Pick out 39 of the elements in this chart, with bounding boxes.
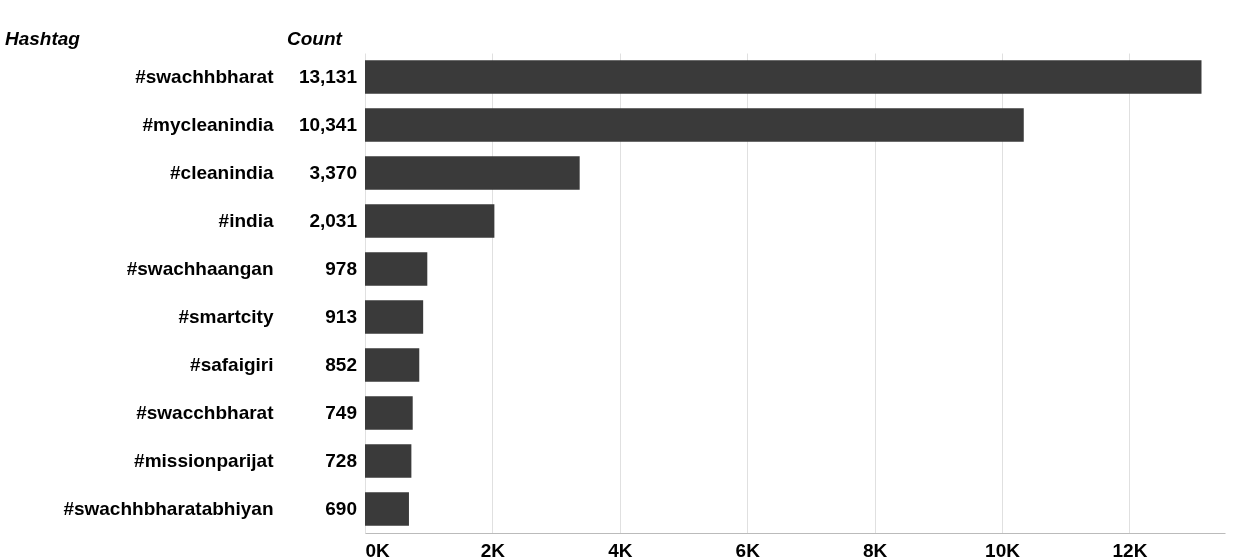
data-label: 749 bbox=[325, 402, 357, 423]
data-label: 13,131 bbox=[298, 66, 358, 87]
bar bbox=[365, 492, 409, 526]
data-label: 728 bbox=[325, 450, 357, 471]
bar bbox=[365, 396, 413, 430]
data-label: 2,031 bbox=[309, 210, 358, 231]
bar bbox=[365, 300, 424, 334]
x-tick-label: 8K bbox=[862, 539, 888, 557]
bar bbox=[365, 108, 1024, 142]
y-tick-label: #swachhbharatabhiyan bbox=[63, 498, 274, 519]
bar bbox=[365, 444, 412, 478]
bar bbox=[365, 252, 428, 286]
y-tick-label: #swacchbharat bbox=[136, 402, 275, 423]
y-tick-label: #smartcity bbox=[178, 306, 274, 327]
y-tick-label: #safaigiri bbox=[190, 354, 274, 375]
data-label: 690 bbox=[325, 498, 357, 519]
y-tick-label: #india bbox=[218, 210, 274, 231]
x-tick-label: 0K bbox=[365, 539, 391, 557]
x-tick-label: 2K bbox=[480, 539, 506, 557]
bar bbox=[365, 204, 495, 238]
text: Hashtag bbox=[5, 28, 81, 49]
y-tick-label: #mycleanindia bbox=[142, 114, 274, 135]
x-tick-label: 12K bbox=[1112, 539, 1148, 557]
x-tick-label: 4K bbox=[608, 539, 633, 557]
x-tick-label: 10K bbox=[985, 539, 1021, 557]
y-tick-label: #missionparijat bbox=[134, 450, 275, 471]
data-label: 3,370 bbox=[309, 162, 357, 183]
bar bbox=[365, 156, 580, 190]
y-tick-label: #swachhaangan bbox=[126, 258, 274, 279]
y-tick-label: #cleanindia bbox=[170, 162, 274, 183]
x-tick-label: 6K bbox=[735, 539, 761, 557]
y-tick-label: #swachhbharat bbox=[135, 66, 275, 87]
text: Count bbox=[287, 28, 343, 49]
bar bbox=[365, 348, 420, 382]
data-label: 852 bbox=[325, 354, 357, 375]
data-label: 10,341 bbox=[298, 114, 358, 135]
bar bbox=[365, 60, 1202, 94]
data-label: 913 bbox=[325, 306, 357, 327]
data-label: 978 bbox=[325, 258, 357, 279]
